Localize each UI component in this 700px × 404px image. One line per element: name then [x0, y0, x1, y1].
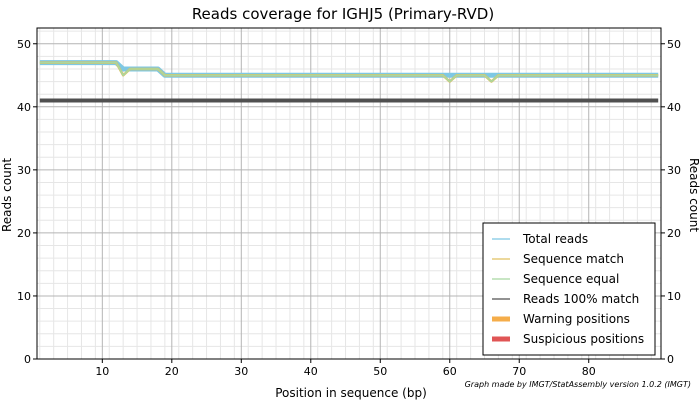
- series-line-sequence-equal: [39, 61, 659, 83]
- x-tick-label: 10: [95, 365, 109, 378]
- plot-frame: [36, 27, 662, 360]
- legend-box: [482, 222, 656, 356]
- y-tick-label-right: 20: [667, 227, 681, 240]
- x-tick-label: 60: [443, 365, 457, 378]
- y-tick-label-right: 50: [667, 38, 681, 51]
- series-line-total-reads: [39, 60, 659, 78]
- y-axis-label-right: Reads count: [687, 158, 700, 232]
- x-tick-label: 70: [512, 365, 526, 378]
- chart-title: Reads coverage for IGHJ5 (Primary-RVD): [192, 5, 494, 23]
- y-tick-label-left: 50: [17, 38, 31, 51]
- y-tick-label-right: 30: [667, 164, 681, 177]
- legend-items: Total reads Sequence match Sequence equal R…: [492, 232, 644, 346]
- legend-swatch: [492, 316, 510, 322]
- x-tick-label: 40: [304, 365, 318, 378]
- x-tick-label: 50: [373, 365, 387, 378]
- y-tick-label-right: 10: [667, 290, 681, 303]
- y-tick-label-left: 30: [17, 164, 31, 177]
- y-tick-label-right: 40: [667, 101, 681, 114]
- axis-ticks: 10 20 30 40 50 60 70 80 0 0 10 10 20 20 30 30 40 40 50 50: [17, 38, 681, 378]
- legend-label: Warning positions: [523, 312, 630, 326]
- legend-label: Suspicious positions: [523, 332, 644, 346]
- y-tick-label-left: 0: [24, 353, 31, 366]
- chart-legend: Total reads Sequence match Sequence equal R…: [482, 222, 656, 356]
- y-axis-label-left: Reads count: [0, 158, 14, 232]
- x-tick-label: 80: [582, 365, 596, 378]
- series-lines: [39, 60, 659, 103]
- y-tick-label-left: 10: [17, 290, 31, 303]
- legend-label: Sequence match: [523, 252, 624, 266]
- y-tick-label-left: 20: [17, 227, 31, 240]
- legend-label: Sequence equal: [523, 272, 619, 286]
- x-tick-label: 30: [234, 365, 248, 378]
- x-tick-label: 20: [165, 365, 179, 378]
- legend-label: Total reads: [522, 232, 588, 246]
- y-tick-label-right: 0: [667, 353, 674, 366]
- credit-note: Graph made by IMGT/StatAssembly version …: [465, 380, 691, 389]
- y-tick-label-left: 40: [17, 101, 31, 114]
- series-line-sequence-match: [39, 61, 659, 83]
- legend-label: Reads 100% match: [523, 292, 639, 306]
- x-axis-label: Position in sequence (bp): [275, 386, 427, 400]
- legend-swatch: [492, 336, 510, 342]
